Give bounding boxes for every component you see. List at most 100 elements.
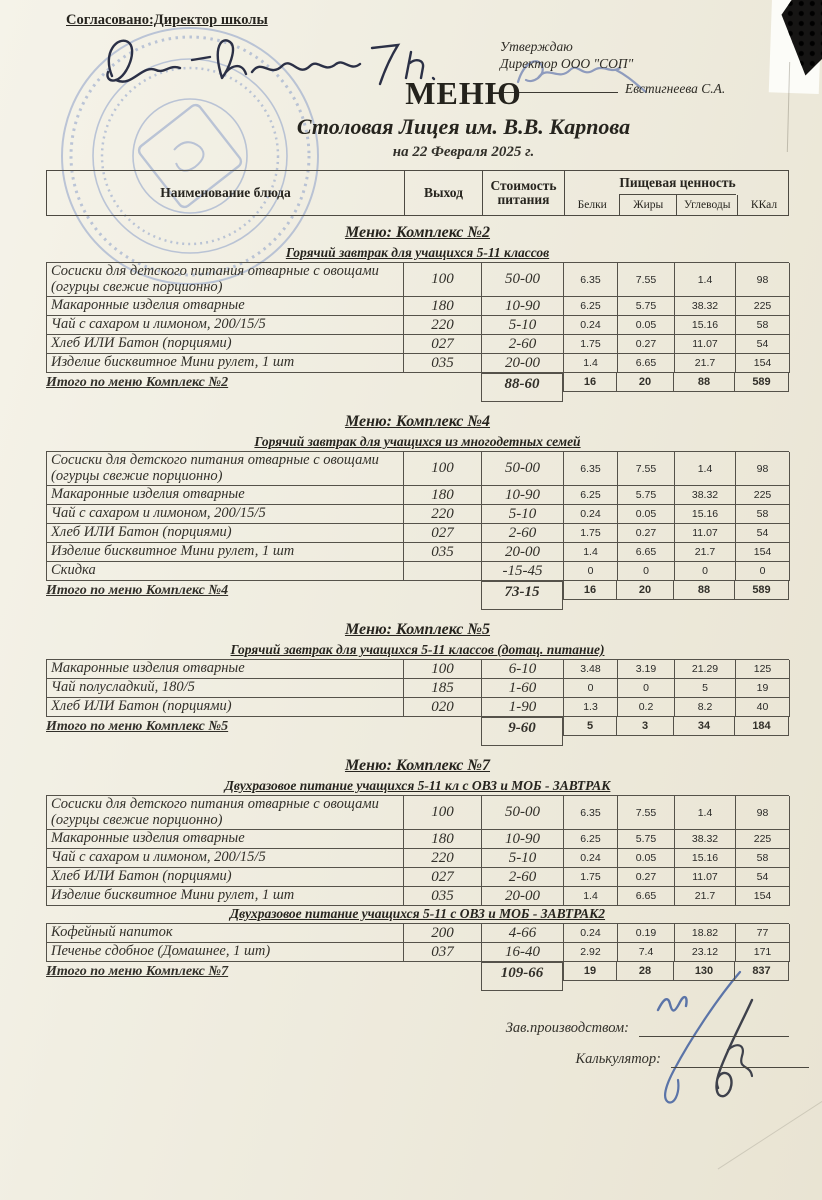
total-fat-cell: 28: [617, 962, 674, 981]
total-protein-cell: 16: [563, 581, 617, 600]
kcal-cell: 54: [736, 524, 790, 543]
total-carbs-cell: 130: [674, 962, 735, 981]
section-title: Меню: Комплекс №2: [344, 224, 491, 241]
total-output-spacer: [403, 581, 481, 613]
output-cell: 180: [404, 830, 482, 849]
cost-cell: 10-90: [482, 486, 564, 505]
kcal-cell: 98: [736, 452, 790, 486]
cost-cell: 1-90: [482, 698, 564, 717]
dish-row: Чай с сахаром и лимоном, 200/15/5 220 5-10…: [47, 505, 790, 524]
signer-name: Евстигнеева С.А.: [625, 81, 726, 96]
cost-cell: 2-60: [482, 524, 564, 543]
dish-name-cell: Хлеб ИЛИ Батон (порциями): [47, 868, 404, 887]
output-cell: 220: [404, 316, 482, 335]
output-cell: 220: [404, 505, 482, 524]
cost-cell: 4-66: [482, 924, 564, 943]
carbs-cell: 38.32: [675, 486, 736, 505]
approval-director: Директор ООО "СОП": [500, 56, 634, 71]
carbs-cell: 38.32: [675, 297, 736, 316]
group-subtitle: Двухразовое питание учащихся 5-11 кл с О…: [224, 778, 611, 793]
fat-cell: 7.55: [618, 263, 675, 297]
carbs-cell: 15.16: [675, 849, 736, 868]
cost-cell: 10-90: [482, 830, 564, 849]
total-kcal-cell: 589: [735, 581, 789, 600]
carbs-cell: 11.07: [675, 335, 736, 354]
approval-signature-row: Евстигнеева С.А.: [500, 80, 790, 97]
fat-cell: 0: [618, 679, 675, 698]
cost-cell: 2-60: [482, 335, 564, 354]
protein-cell: 3.48: [564, 660, 618, 679]
kcal-cell: 98: [736, 263, 790, 297]
output-cell: 020: [404, 698, 482, 717]
dish-name-cell: Изделие бисквитное Мини рулет, 1 шт: [47, 354, 404, 373]
fat-cell: 0.19: [618, 924, 675, 943]
carbs-cell: 23.12: [675, 943, 736, 962]
cost-cell: -15-45: [482, 562, 564, 581]
fat-cell: 3.19: [618, 660, 675, 679]
director-signature-icon: [106, 39, 436, 86]
header-cost-line2: питания: [497, 192, 550, 207]
protein-cell: 1.4: [564, 887, 618, 906]
output-cell: 027: [404, 524, 482, 543]
output-cell: 100: [404, 660, 482, 679]
protein-cell: 6.35: [564, 796, 618, 830]
kcal-cell: 225: [736, 830, 790, 849]
total-protein-cell: 16: [563, 373, 617, 392]
carbs-cell: 0: [675, 562, 736, 581]
total-carbs-cell: 88: [674, 581, 735, 600]
dish-row: Кофейный напиток 200 4-66 0.24 0.19 18.82 77: [47, 924, 790, 943]
dish-name-cell: Кофейный напиток: [47, 924, 404, 943]
carbs-cell: 1.4: [675, 263, 736, 297]
header-fat: Жиры: [619, 195, 676, 215]
dish-row: Макаронные изделия отварные 100 6-10 3.48 3.…: [47, 660, 790, 679]
kcal-cell: 58: [736, 849, 790, 868]
total-cost-cell: 109-66: [481, 962, 563, 991]
carbs-cell: 5: [675, 679, 736, 698]
footer-signatures-icon: [656, 970, 754, 1104]
fat-cell: 5.75: [618, 486, 675, 505]
calculator-signature-line: [671, 1056, 809, 1068]
menu-section: Меню: Комплекс №2 Горячий завтрак для уча…: [46, 224, 790, 405]
carbs-cell: 21.7: [675, 354, 736, 373]
kcal-cell: 19: [736, 679, 790, 698]
kcal-cell: 171: [736, 943, 790, 962]
group-subtitle: Горячий завтрак для учащихся из многодет…: [254, 434, 581, 449]
signature-line: [500, 80, 618, 93]
fat-cell: 7.4: [618, 943, 675, 962]
protein-cell: 0.24: [564, 849, 618, 868]
menu-section: Меню: Комплекс №7 Двухразовое питание уча…: [46, 757, 790, 994]
total-output-spacer: [403, 373, 481, 405]
dish-name-cell: Сосиски для детского питания отварные с …: [47, 452, 404, 486]
fat-cell: 0.05: [618, 505, 675, 524]
production-manager-label: Зав.производством:: [505, 1020, 629, 1036]
fat-cell: 6.65: [618, 543, 675, 562]
dish-name-cell: Чай с сахаром и лимоном, 200/15/5: [47, 505, 404, 524]
total-output-spacer: [403, 717, 481, 749]
cost-cell: 20-00: [482, 887, 564, 906]
total-cost-cell: 88-60: [481, 373, 563, 402]
fat-cell: 0.27: [618, 524, 675, 543]
output-cell: 185: [404, 679, 482, 698]
dish-row: Хлеб ИЛИ Батон (порциями) 020 1-90 1.3 0.2 8.…: [47, 698, 790, 717]
section-total-row: Итого по меню Комплекс №7 109-66 19 28 130 83…: [46, 962, 789, 994]
total-fat-cell: 20: [617, 373, 674, 392]
protein-cell: 0: [564, 562, 618, 581]
output-cell: 100: [404, 263, 482, 297]
cost-cell: 5-10: [482, 849, 564, 868]
protein-cell: 6.25: [564, 297, 618, 316]
kcal-cell: 58: [736, 505, 790, 524]
protein-cell: 1.75: [564, 524, 618, 543]
cost-cell: 5-10: [482, 505, 564, 524]
production-manager-row: Зав.производством:: [46, 1020, 789, 1037]
total-kcal-cell: 837: [735, 962, 789, 981]
dish-row: Хлеб ИЛИ Батон (порциями) 027 2-60 1.75 0.27…: [47, 335, 790, 354]
dish-row: Сосиски для детского питания отварные с …: [47, 452, 790, 486]
kcal-cell: 154: [736, 354, 790, 373]
dish-name-cell: Макаронные изделия отварные: [47, 830, 404, 849]
dish-table: Кофейный напиток 200 4-66 0.24 0.19 18.82 77 Пе…: [46, 923, 790, 962]
group-subtitle: Горячий завтрак для учащихся 5-11 классо…: [285, 245, 550, 260]
carbs-cell: 11.07: [675, 524, 736, 543]
fat-cell: 0.27: [618, 335, 675, 354]
footer: Зав.производством: Калькулятор:: [46, 1020, 809, 1068]
